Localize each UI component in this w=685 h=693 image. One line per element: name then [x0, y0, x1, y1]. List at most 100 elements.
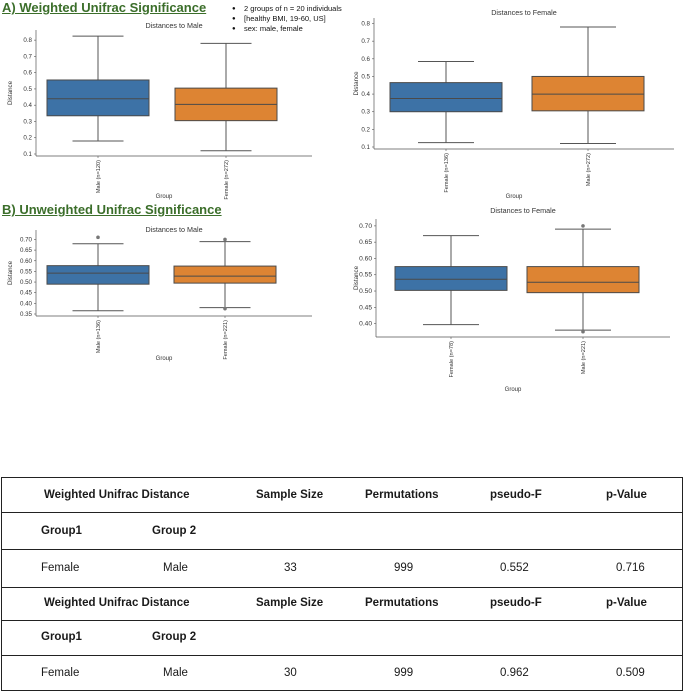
y-tick-label: 0.7 [23, 53, 32, 60]
section-b-title: B) Unweighted Unifrac Significance [2, 202, 222, 217]
y-tick-label: 0.60 [20, 258, 33, 265]
y-tick-label: 0.7 [361, 38, 370, 45]
boxplot-unweighted-male: Distances to Male 0.35 0.40 0.45 0.50 0.55 0.6… [7, 225, 312, 362]
cell-sample-size: 30 [284, 667, 297, 679]
cell-group1: Female [41, 562, 80, 574]
table-group-row-1: Group1 Group 2 [2, 512, 682, 549]
y-tick-label: 0.6 [361, 56, 370, 63]
x-tick-label: Male (n=272) [586, 153, 592, 186]
note-item: sex: male, female [232, 24, 342, 34]
table-header-row-1: Weighted Unifrac Distance Sample Size Pe… [2, 478, 682, 512]
y-tick-label: 0.70 [20, 236, 33, 243]
x-axis-label: Group [505, 387, 522, 393]
x-tick-label: Male (n=221) [581, 341, 587, 374]
y-tick-label: 0.8 [23, 37, 32, 44]
y-tick-label: 0.45 [359, 304, 372, 311]
group1-label: Group1 [41, 525, 82, 537]
cell-sample-size: 33 [284, 562, 297, 574]
note-item: 2 groups of n = 20 individuals [232, 4, 342, 14]
y-axis-label: Distance [7, 80, 14, 105]
box-iqr [46, 265, 150, 285]
y-tick-label: 0.55 [20, 268, 33, 275]
outlier-point [223, 306, 227, 311]
cell-p-value: 0.509 [616, 667, 645, 679]
box-group [46, 35, 150, 142]
box-group [173, 237, 277, 311]
cell-group2: Male [163, 562, 188, 574]
cell-pseudo-f: 0.962 [500, 667, 529, 679]
y-tick-label: 0.45 [20, 290, 33, 297]
y-tick-label: 0.40 [359, 321, 372, 328]
header-permutations: Permutations [365, 489, 439, 501]
box-group [46, 235, 150, 312]
box-iqr [526, 266, 640, 294]
table-row: Female Male 30 999 0.962 0.509 [2, 655, 682, 690]
y-tick-label: 0.5 [23, 86, 32, 93]
y-tick-label: 0.3 [361, 109, 370, 116]
box-iqr [394, 266, 508, 291]
x-tick-label: Male (n=136) [96, 320, 102, 353]
chart-title: Distances to Female [490, 206, 556, 215]
y-tick-label: 0.3 [23, 118, 32, 125]
y-tick-label: 0.55 [359, 272, 372, 279]
y-tick-label: 0.8 [361, 21, 370, 28]
y-tick-label: 0.70 [359, 223, 372, 230]
chart-title: Distances to Female [491, 8, 557, 17]
table-group-row-2: Group1 Group 2 [2, 620, 682, 655]
outlier-point [223, 237, 227, 242]
header-title: Weighted Unifrac Distance [44, 597, 190, 609]
cell-permutations: 999 [394, 562, 414, 574]
box-group [174, 42, 278, 152]
notes-list: 2 groups of n = 20 individuals [healthy … [232, 4, 342, 34]
x-axis-label: Group [506, 194, 523, 200]
x-tick-label: Female (n=136) [444, 153, 450, 193]
x-tick-label: Male (n=120) [96, 160, 102, 193]
group1-label: Group1 [41, 631, 82, 643]
chart-title: Distances to Male [145, 21, 202, 30]
y-tick-label: 0.4 [361, 91, 370, 98]
x-tick-label: Female (n=272) [224, 160, 230, 200]
cell-permutations: 999 [394, 667, 414, 679]
x-tick-label: Female (n=221) [223, 320, 229, 360]
note-item: [healthy BMI, 19-60, US] [232, 14, 342, 24]
cell-group1: Female [41, 667, 80, 679]
chart-title: Distances to Male [145, 225, 202, 234]
cell-pseudo-f: 0.552 [500, 562, 529, 574]
table-row: Female Male 33 999 0.552 0.716 [2, 549, 682, 587]
header-pseudo-f: pseudo-F [490, 597, 542, 609]
y-tick-label: 0.1 [361, 144, 370, 151]
outlier-point [96, 235, 100, 240]
box-iqr [46, 79, 150, 117]
y-tick-label: 0.60 [359, 255, 372, 262]
cell-group2: Male [163, 667, 188, 679]
section-a-title: A) Weighted Unifrac Significance [2, 0, 207, 15]
outlier-point [581, 329, 585, 334]
y-tick-label: 0.4 [23, 102, 32, 109]
header-pseudo-f: pseudo-F [490, 489, 542, 501]
y-tick-label: 0.35 [20, 311, 33, 318]
group2-label: Group 2 [152, 631, 197, 643]
header-title: Weighted Unifrac Distance [44, 489, 190, 501]
box-iqr [173, 265, 277, 284]
y-axis-label: Distance [7, 260, 14, 285]
y-axis-label: Distance [353, 265, 360, 290]
table-header-row-2: Weighted Unifrac Distance Sample Size Pe… [2, 587, 682, 620]
y-tick-label: 0.50 [359, 288, 372, 295]
boxplot-unweighted-female: Distances to Female 0.40 0.45 0.50 0.55 0.60 0… [353, 206, 670, 393]
header-p-value: p-Value [606, 489, 647, 501]
header-sample-size: Sample Size [256, 597, 324, 609]
y-tick-label: 0.5 [361, 73, 370, 80]
y-tick-label: 0.1 [23, 151, 32, 158]
cell-p-value: 0.716 [616, 562, 645, 574]
group2-label: Group 2 [152, 525, 197, 537]
header-p-value: p-Value [606, 597, 647, 609]
boxplot-weighted-female: Distances to Female 0.1 0.2 0.3 0.4 0.5 0.6 0.7… [353, 8, 674, 200]
x-tick-label: Female (n=78) [449, 341, 455, 378]
boxplot-weighted-male: Distances to Male 0.1 0.2 0.3 0.4 0.5 0.6 0.7 0.… [7, 21, 312, 200]
permanova-table: Weighted Unifrac Distance Sample Size Pe… [1, 477, 683, 691]
header-permutations: Permutations [365, 597, 439, 609]
y-tick-label: 0.6 [23, 70, 32, 77]
y-tick-label: 0.65 [359, 239, 372, 246]
box-group [394, 235, 508, 326]
y-tick-label: 0.65 [20, 247, 33, 254]
